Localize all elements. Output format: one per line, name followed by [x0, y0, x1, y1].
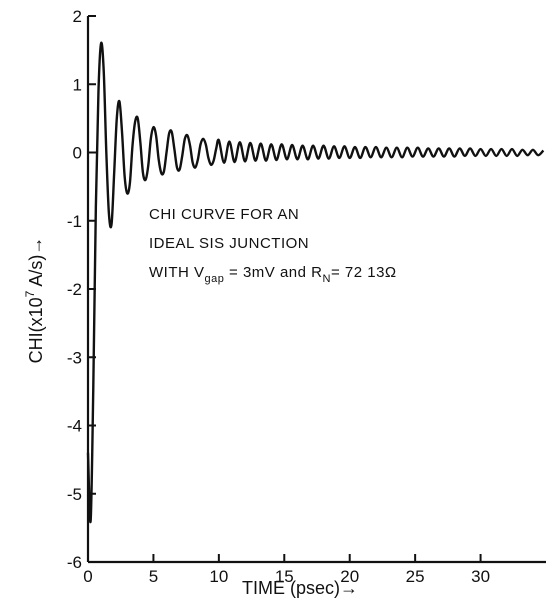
y-axis-label-main: CHI(x10 [26, 297, 46, 363]
x-tick-label: 10 [209, 567, 228, 586]
annotation-line-3-suffix: = 72 13Ω [331, 264, 397, 281]
annotation-line-3-mid: = 3mV and R [224, 264, 322, 281]
series-group [86, 41, 545, 524]
y-tick-label: -5 [67, 485, 82, 504]
y-tick-label: 2 [73, 7, 82, 26]
y-tick-label: -6 [67, 553, 82, 572]
y-tick-label: -3 [67, 348, 82, 367]
y-tick-label: 1 [73, 75, 82, 94]
chi-curve-line [86, 41, 545, 524]
y-axis-label-exponent: 7 [23, 290, 37, 297]
y-axis-label: CHI(x107 A/s)→ [23, 237, 46, 364]
x-tick-label: 15 [275, 567, 294, 586]
y-tick-label: -4 [67, 417, 82, 436]
annotation-line-1: CHI CURVE FOR AN [149, 206, 299, 223]
y-tick-label: 0 [73, 144, 82, 163]
annotation-line-3: WITH Vgap = 3mV and RN= 72 13Ω [149, 264, 397, 285]
x-tick-label: 30 [471, 567, 490, 586]
y-tick-label: -1 [67, 212, 82, 231]
annotation-gap-subscript: gap [205, 273, 225, 285]
x-tick-label: 25 [406, 567, 425, 586]
x-axis-label: TIME (psec)→ [242, 578, 358, 598]
annotation-n-subscript: N [323, 273, 331, 285]
y-axis-label-tail: A/s)→ [26, 237, 46, 291]
x-tick-label: 5 [149, 567, 158, 586]
annotation-line-2: IDEAL SIS JUNCTION [149, 235, 309, 252]
annotation-line-3-prefix: WITH V [149, 264, 205, 281]
y-tick-label: -2 [67, 280, 82, 299]
chart-annotation: CHI CURVE FOR AN IDEAL SIS JUNCTION WITH… [149, 206, 397, 285]
x-tick-label: 0 [83, 567, 92, 586]
axes [86, 16, 546, 564]
x-ticks: 0 5 10 15 20 25 30 [83, 554, 490, 586]
x-tick-label: 20 [340, 567, 359, 586]
